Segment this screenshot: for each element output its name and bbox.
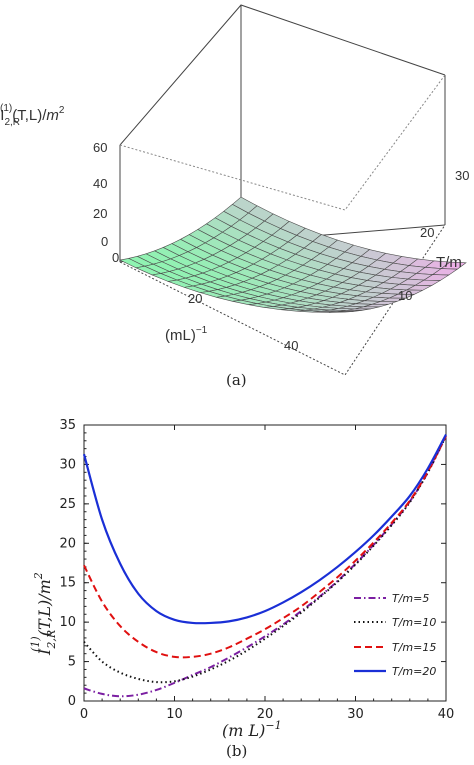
- y-tick-label: 35: [59, 418, 76, 433]
- surface-plot: 60 40 20 0 I2,R(1)(T,L)/m2 0 20 40 (mL)−…: [0, 4, 469, 389]
- z-axis: 60 40 20 0 I2,R(1)(T,L)/m2: [0, 103, 108, 249]
- y-tick-label: 20: [420, 225, 434, 240]
- x-tick-label: 10: [166, 707, 183, 722]
- panel-a-caption: (a): [226, 371, 247, 389]
- x-tick-label: 20: [188, 291, 202, 306]
- x-axis: 0 10 20 30 40: [80, 425, 454, 722]
- x-tick-label: 0: [80, 707, 88, 722]
- y-tick-label: 10: [59, 615, 76, 630]
- y-tick-label: 5: [68, 655, 76, 670]
- y-axis-label: T/m: [436, 254, 462, 271]
- surface-plot-panel: 60 40 20 0 I2,R(1)(T,L)/m2 0 20 40 (mL)−…: [0, 4, 469, 389]
- x-axis: 0 20 40 (mL)−1: [112, 250, 298, 353]
- legend-entry: T/m=5: [392, 592, 429, 605]
- z-tick-label: 0: [101, 234, 108, 249]
- z-tick-label: 60: [93, 140, 107, 155]
- series-line: [83, 435, 447, 684]
- z-tick-label: 40: [93, 176, 107, 191]
- line-chart-panel: 0 10 20 30 40 0 5 10 15 20 25 30 35 T/m=5 T/m=10 T/m=…: [0, 400, 474, 765]
- x-tick-label: 30: [347, 707, 364, 722]
- z-tick-label: 20: [93, 206, 107, 221]
- x-tick-label: 20: [257, 707, 274, 722]
- surface-patch: [328, 311, 354, 313]
- x-axis-label: (m L)−1: [222, 719, 282, 740]
- y-tick-label: 30: [455, 168, 469, 183]
- surface-mesh: [119, 196, 467, 313]
- legend-entry: T/m=15: [392, 641, 436, 654]
- y-axis: 30 20 10 T/m: [398, 168, 469, 303]
- x-tick-label: 0: [112, 250, 119, 265]
- y-tick-label: 15: [59, 576, 76, 591]
- y-tick-label: 0: [68, 694, 76, 709]
- legend-entry: T/m=20: [392, 665, 436, 678]
- series-line: [83, 435, 447, 659]
- y-tick-label: 20: [59, 536, 76, 551]
- plot-frame: [83, 424, 447, 702]
- x-tick-label: 40: [438, 707, 455, 722]
- y-axis-label: I2,R(1)(T,L)/m2: [29, 572, 58, 656]
- z-axis-label: I2,R(1)(T,L)/m2: [0, 103, 65, 128]
- y-tick-label: 30: [59, 457, 76, 472]
- y-axis: 0 5 10 15 20 25 30 35: [59, 418, 446, 709]
- y-tick-label: 25: [59, 497, 76, 512]
- series-line: [83, 435, 447, 698]
- legend-entry: T/m=10: [392, 616, 436, 629]
- x-axis-label: (mL)−1: [165, 325, 208, 344]
- series-lines: [82, 433, 447, 698]
- legend: T/m=5 T/m=10 T/m=15 T/m=20: [354, 592, 436, 678]
- series-line: [82, 433, 447, 625]
- x-tick-label: 40: [284, 338, 298, 353]
- panel-b-caption: (b): [226, 742, 247, 760]
- y-tick-label: 10: [398, 288, 412, 303]
- box-frame: [119, 4, 446, 376]
